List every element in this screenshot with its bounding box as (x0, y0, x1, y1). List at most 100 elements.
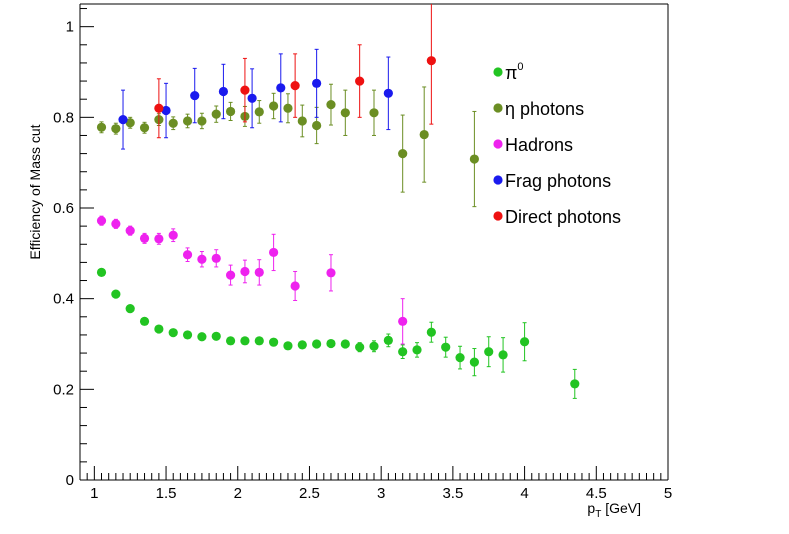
y-axis: 0 0.2 0.4 0.6 0.8 1 (53, 8, 94, 489)
x-tick-label: 1 (90, 485, 98, 502)
data-point (369, 108, 379, 118)
y-tick-label: 0.8 (53, 109, 74, 126)
data-point (283, 103, 293, 113)
data-point (419, 129, 429, 140)
legend-label-main: π (505, 63, 517, 83)
data-point (297, 340, 307, 350)
x-tick-label: 4.5 (586, 485, 607, 502)
series-0 (96, 267, 580, 399)
data-point (225, 106, 236, 117)
data-point (290, 281, 300, 291)
data-point (469, 357, 479, 367)
data-point (254, 336, 264, 346)
legend-marker (493, 139, 503, 149)
y-tick-label: 0.4 (53, 291, 74, 308)
x-tick-label: 2.5 (299, 485, 320, 502)
data-point (426, 327, 436, 337)
data-point (111, 289, 121, 299)
data-point (383, 88, 393, 98)
legend-label: Direct photons (505, 207, 621, 227)
series-3 (118, 48, 393, 150)
data-point (197, 332, 207, 342)
data-point (240, 266, 250, 277)
data-point (161, 105, 171, 116)
data-point (154, 103, 164, 113)
data-point (168, 328, 178, 338)
data-point (340, 108, 350, 118)
data-point (197, 116, 207, 126)
y-tick-label: 0.2 (53, 381, 74, 398)
data-point (326, 268, 336, 278)
data-point (290, 81, 300, 91)
data-point (154, 324, 164, 334)
series-1 (96, 83, 479, 208)
data-point (225, 336, 236, 346)
x-tick-label: 2 (234, 485, 242, 502)
legend-label: Hadrons (505, 135, 573, 155)
x-tick-label: 1.5 (156, 485, 177, 502)
data-point (369, 341, 379, 351)
data-point (312, 339, 322, 349)
data-point (190, 90, 200, 101)
data-layer (96, 4, 580, 399)
data-point (269, 101, 279, 111)
legend-label: π0 (505, 61, 524, 83)
data-point (211, 331, 221, 341)
data-point (254, 267, 264, 277)
data-point (211, 109, 221, 119)
data-point (383, 335, 393, 345)
y-tick-label: 1 (66, 19, 74, 36)
data-point (240, 85, 250, 95)
data-point (283, 341, 293, 351)
legend-marker (493, 211, 503, 221)
data-point (426, 56, 436, 66)
x-axis: 1 1.5 2 2.5 3 3.5 4 4.5 5 (79, 466, 672, 502)
data-point (312, 78, 322, 88)
data-point (455, 353, 465, 363)
legend-label: Frag photons (505, 171, 611, 191)
data-point (139, 316, 150, 326)
data-point (326, 100, 336, 110)
data-point (326, 338, 336, 349)
data-point (340, 339, 350, 349)
data-point (96, 122, 107, 132)
data-point (218, 86, 229, 97)
x-tick-label: 3 (377, 485, 385, 502)
data-point (398, 347, 408, 357)
y-tick-label: 0.6 (53, 200, 74, 217)
data-point (96, 216, 107, 226)
data-point (197, 254, 207, 264)
x-axis-title-unit: [GeV] (605, 500, 641, 516)
svg-text:pT [GeV]: pT [GeV] (587, 500, 641, 520)
data-point (240, 336, 250, 346)
data-point (312, 120, 322, 131)
data-point (355, 76, 365, 86)
data-point (111, 219, 121, 229)
data-point (398, 149, 408, 159)
data-point (154, 234, 164, 244)
data-point (111, 124, 121, 134)
x-tick-label: 3.5 (442, 485, 463, 502)
data-point (570, 379, 580, 389)
x-axis-title-sub: T (595, 509, 601, 520)
data-point (269, 337, 279, 347)
legend-label-sup: 0 (517, 61, 523, 73)
data-point (484, 347, 494, 357)
data-point (139, 233, 150, 243)
data-point (211, 253, 221, 263)
data-point (469, 154, 479, 164)
data-point (276, 83, 286, 93)
data-point (519, 337, 530, 347)
data-point (412, 345, 422, 355)
legend: π0 η photons Hadrons Frag photons Direct pho… (493, 61, 621, 227)
plot-frame (79, 3, 669, 481)
x-tick-label: 5 (664, 485, 672, 502)
x-axis-title-main: p (587, 500, 595, 516)
legend-label: η photons (505, 99, 584, 119)
data-point (254, 107, 264, 117)
data-point (297, 116, 307, 126)
data-point (118, 115, 128, 125)
y-axis-title: Efficiency of Mass cut (27, 124, 43, 259)
data-point (355, 342, 365, 352)
